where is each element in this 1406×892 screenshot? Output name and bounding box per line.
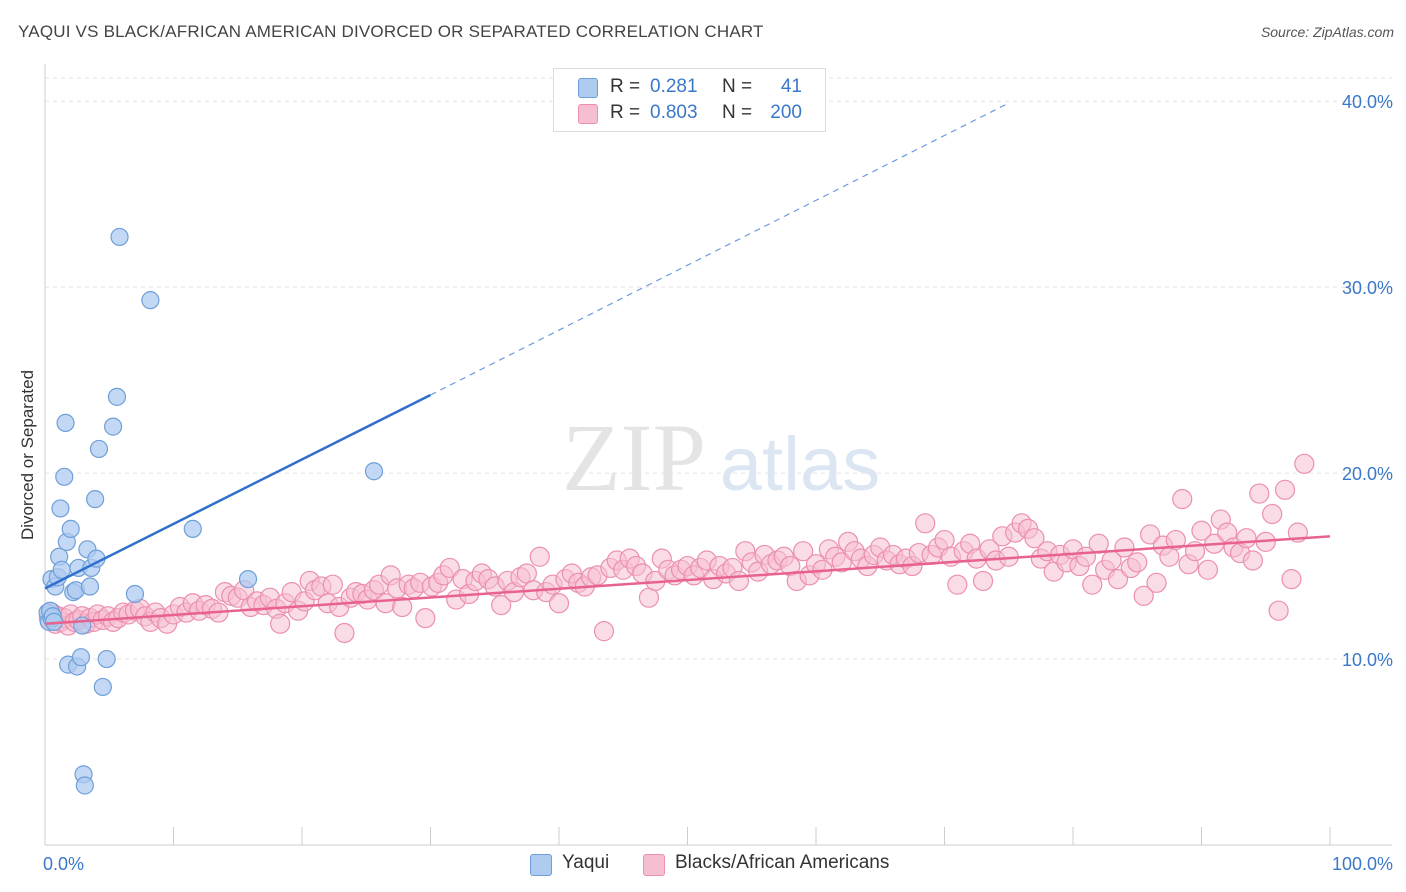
yaqui-data-point — [55, 467, 74, 486]
yaqui-legend-label: Yaqui — [562, 852, 610, 873]
yaqui-data-point — [89, 439, 109, 459]
yaqui-data-point — [71, 648, 91, 667]
black-data-point — [392, 596, 413, 618]
black-data-point — [1024, 528, 1045, 549]
black-data-point — [322, 574, 343, 595]
black-data-point — [1249, 483, 1270, 504]
y-tick-label: 20.0% — [1342, 464, 1393, 484]
black-swatch — [578, 104, 598, 124]
black-data-point — [334, 622, 355, 644]
yaqui-data-point — [364, 462, 384, 481]
yaqui-data-point — [86, 490, 105, 509]
yaqui-series-points — [38, 227, 384, 795]
yaqui-data-point — [238, 569, 258, 589]
y-tick-label: 30.0% — [1342, 278, 1393, 298]
yaqui-data-point — [93, 677, 112, 697]
black-data-point — [270, 613, 291, 634]
black-data-point — [1262, 503, 1283, 525]
black-data-point — [793, 541, 814, 562]
yaqui-trend-line — [44, 393, 432, 590]
n-value-yaqui: 41 — [780, 76, 802, 97]
black-data-point — [1294, 453, 1315, 474]
y-axis-label: Divorced or Separated — [18, 370, 37, 540]
black-data-point — [1139, 524, 1161, 545]
yaqui-data-point — [56, 413, 75, 432]
black-data-point — [1268, 600, 1289, 621]
black-data-point — [1191, 520, 1212, 541]
yaqui-data-point — [183, 519, 202, 538]
black-legend-label: Blacks/African Americans — [675, 852, 890, 873]
yaqui-swatch — [578, 78, 598, 98]
r-value-black: 0.803 — [650, 102, 698, 123]
n-label: N = — [722, 76, 753, 97]
black-data-point — [1146, 572, 1167, 593]
watermark-atlas: atlas — [720, 422, 881, 507]
yaqui-data-point — [141, 291, 160, 310]
black-data-point — [1133, 585, 1154, 606]
black-data-point — [415, 608, 436, 629]
black-trend-line — [44, 535, 1331, 625]
x-tick-label: 100.0% — [1332, 854, 1393, 874]
black-data-point — [831, 552, 852, 573]
black-data-point — [1165, 529, 1186, 551]
yaqui-data-point — [75, 776, 94, 795]
black-data-point — [1281, 568, 1302, 590]
tick-labels: 10.0% 20.0% 30.0% 40.0% 0.0% 100.0% — [43, 92, 1393, 874]
black-data-point — [1107, 568, 1129, 590]
black-data-point — [439, 557, 460, 579]
black-data-point — [491, 595, 512, 616]
yaqui-data-point — [61, 519, 80, 538]
black-data-point — [1274, 479, 1296, 500]
r-value-yaqui: 0.281 — [650, 76, 698, 97]
black-data-point — [1236, 528, 1257, 549]
trend-lines — [44, 102, 1331, 625]
watermark-zip: ZIP — [562, 404, 706, 511]
n-value-black: 200 — [770, 102, 802, 123]
x-tick-label: 0.0% — [43, 854, 84, 874]
black-data-point — [1114, 537, 1135, 558]
yaqui-data-point — [51, 499, 70, 518]
y-tick-label: 10.0% — [1342, 650, 1393, 670]
chart-title: YAQUI VS BLACK/AFRICAN AMERICAN DIVORCED… — [18, 22, 764, 41]
yaqui-data-point — [97, 649, 116, 669]
yaqui-data-point — [107, 387, 127, 406]
black-data-point — [1242, 550, 1264, 571]
r-label: R = — [610, 76, 641, 97]
black-data-point — [972, 570, 994, 592]
yaqui-data-point — [125, 584, 145, 604]
black-data-point — [1197, 559, 1219, 580]
black-data-point — [548, 593, 570, 614]
black-data-point — [947, 574, 968, 595]
r-label: R = — [610, 102, 641, 123]
y-tick-label: 40.0% — [1342, 92, 1393, 112]
yaqui-data-point — [104, 417, 123, 436]
black-data-point — [593, 621, 615, 642]
black-data-point — [1172, 489, 1193, 510]
black-legend-swatch — [643, 854, 665, 876]
black-data-point — [529, 546, 550, 567]
black-data-point — [728, 570, 750, 592]
legend-row-black: R = 0.803 N = 200 — [554, 101, 825, 127]
yaqui-trend-extension — [430, 102, 1010, 396]
yaqui-data-point — [110, 227, 129, 247]
stats-legend: R = 0.281 N = 41 R = 0.803 N = 200 — [553, 68, 826, 132]
yaqui-data-point — [80, 577, 100, 596]
legend-row-yaqui: R = 0.281 N = 41 — [554, 75, 825, 101]
axes — [44, 64, 1392, 846]
black-data-point — [1127, 552, 1148, 573]
black-data-point — [1082, 574, 1103, 595]
n-label: N = — [722, 102, 753, 123]
source-credit: Source: ZipAtlas.com — [1260, 24, 1394, 40]
yaqui-legend-swatch — [530, 854, 552, 876]
watermark: ZIP atlas — [562, 404, 880, 511]
black-data-point — [915, 513, 936, 534]
